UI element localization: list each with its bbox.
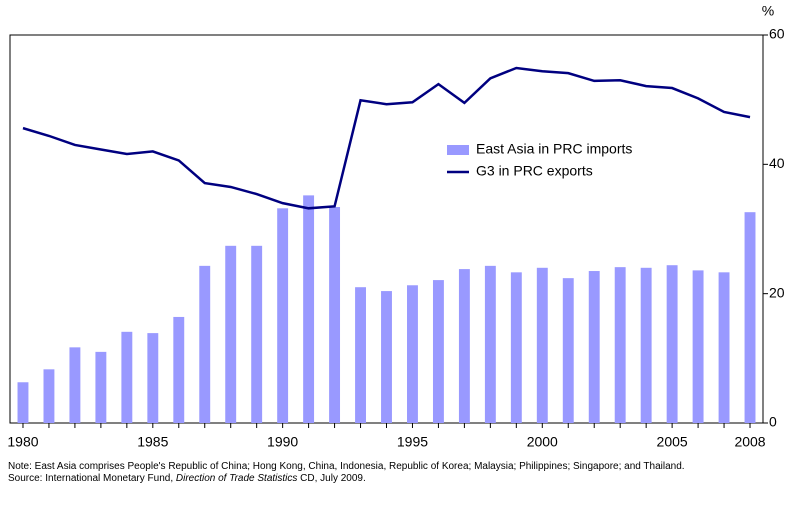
legend-label: East Asia in PRC imports (476, 141, 632, 157)
bar (199, 265, 211, 423)
bar (718, 272, 730, 423)
bar (121, 331, 133, 423)
bar (536, 267, 548, 423)
footnotes: Note: East Asia comprises People's Repub… (8, 461, 778, 485)
legend-label: G3 in PRC exports (476, 163, 593, 179)
bar (43, 369, 55, 423)
x-tick-label: 1990 (267, 434, 298, 450)
bar (692, 270, 704, 423)
bar (407, 285, 418, 423)
bar (17, 382, 29, 423)
bar (432, 280, 444, 423)
x-tick-label: 1995 (397, 434, 428, 450)
y-axis-label: % (762, 3, 774, 19)
bar (744, 212, 756, 423)
bar (225, 245, 237, 423)
bar (303, 195, 315, 423)
y-tick-label: 0 (769, 414, 777, 430)
chart: % 0 20 40 60 1980 1985 1990 1995 2000 2005 2008 Eas… (7, 3, 785, 450)
source-title: Direction of Trade Statistics (175, 473, 298, 484)
line (22, 66, 751, 210)
bar (614, 267, 626, 423)
source-text: Source: International Monetary Fund, (8, 473, 176, 484)
x-tick-label: 2005 (657, 434, 688, 450)
bar (69, 347, 81, 423)
bar (640, 267, 652, 423)
bar (510, 272, 522, 423)
legend-swatch (447, 145, 469, 155)
bar (277, 208, 289, 423)
bar (329, 207, 341, 423)
bar (173, 316, 185, 423)
source: Source: International Monetary Fund, Dir… (8, 473, 778, 485)
bar (147, 333, 159, 423)
source-text: CD, July 2009. (297, 473, 366, 484)
bar (381, 291, 392, 423)
y-tick-label: 40 (769, 155, 785, 171)
x-tick-label: 1985 (137, 434, 168, 450)
y-tick-label: 20 (769, 284, 785, 300)
x-tick-label: 1980 (7, 434, 38, 450)
bar (95, 351, 107, 423)
bar (588, 271, 600, 423)
x-tick-label: 2008 (734, 434, 765, 450)
bar (666, 265, 678, 423)
y-tick-label: 60 (769, 26, 785, 42)
bar (251, 245, 263, 423)
x-tick-label: 2000 (527, 434, 558, 450)
bar (355, 287, 366, 423)
bar (562, 278, 574, 423)
bar (484, 265, 496, 423)
note: Note: East Asia comprises People's Repub… (8, 461, 685, 472)
bar (458, 269, 470, 423)
